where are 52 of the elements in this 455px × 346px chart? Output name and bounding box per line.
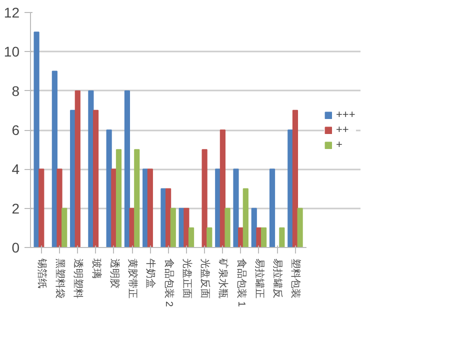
bar (224, 208, 230, 248)
bar (56, 168, 62, 248)
y-tick-label: 10 (4, 44, 20, 60)
x-tick-label: 黄胶带正 (126, 258, 139, 298)
bar (62, 208, 68, 248)
bar (269, 168, 276, 248)
bar (166, 188, 172, 248)
x-tick-label: 食品包装 2 (162, 258, 175, 308)
y-tick-label: 8 (12, 82, 20, 99)
bar (116, 149, 122, 248)
bar (170, 208, 176, 248)
bar (202, 149, 208, 248)
x-tick-label: 易拉罐正 (253, 258, 266, 298)
bar (261, 227, 267, 248)
y-tick-label: 2 (12, 200, 20, 216)
bar (38, 168, 44, 248)
bar (147, 168, 153, 248)
bar (292, 110, 298, 248)
y-tick-label: 12 (4, 4, 20, 20)
x-tick-label: 塑料包装 (290, 258, 302, 298)
legend-label: ++ (336, 124, 350, 136)
bar (233, 168, 239, 248)
bar (206, 227, 212, 248)
x-tick-label: 易拉罐反 (272, 258, 284, 298)
bar (242, 188, 248, 248)
x-tick-label: 透明塑料 (72, 258, 84, 298)
x-tick-label: 食品包装 1 (235, 258, 248, 308)
bar (134, 149, 140, 248)
y-tick-label: 4 (12, 161, 20, 178)
legend-label: +++ (336, 108, 356, 120)
bar (34, 32, 40, 248)
x-tick-label: 矿泉水瓶 (217, 258, 230, 298)
y-tick-label: 0 (12, 240, 20, 256)
x-tick-label: 光盘正面 (180, 258, 193, 298)
bar (279, 227, 285, 248)
x-tick-label: 透明胶 (108, 258, 120, 288)
y-tick-label: 6 (12, 122, 20, 138)
bar (88, 90, 94, 248)
bar (188, 227, 194, 248)
bar (52, 70, 58, 248)
bar (220, 130, 226, 248)
bar (184, 208, 190, 248)
bar (74, 90, 80, 248)
x-tick-label: 光盘反面 (199, 258, 212, 298)
bar (124, 90, 130, 248)
x-tick-label: 牛奶盒 (144, 258, 157, 288)
x-tick-label: 黑塑料袋 (54, 258, 66, 298)
x-tick-label: 锡箔纸 (36, 258, 48, 288)
x-tick-label: 玻璃 (90, 258, 102, 278)
legend-label: + (336, 138, 344, 150)
bar (297, 208, 303, 248)
bar (92, 110, 99, 248)
